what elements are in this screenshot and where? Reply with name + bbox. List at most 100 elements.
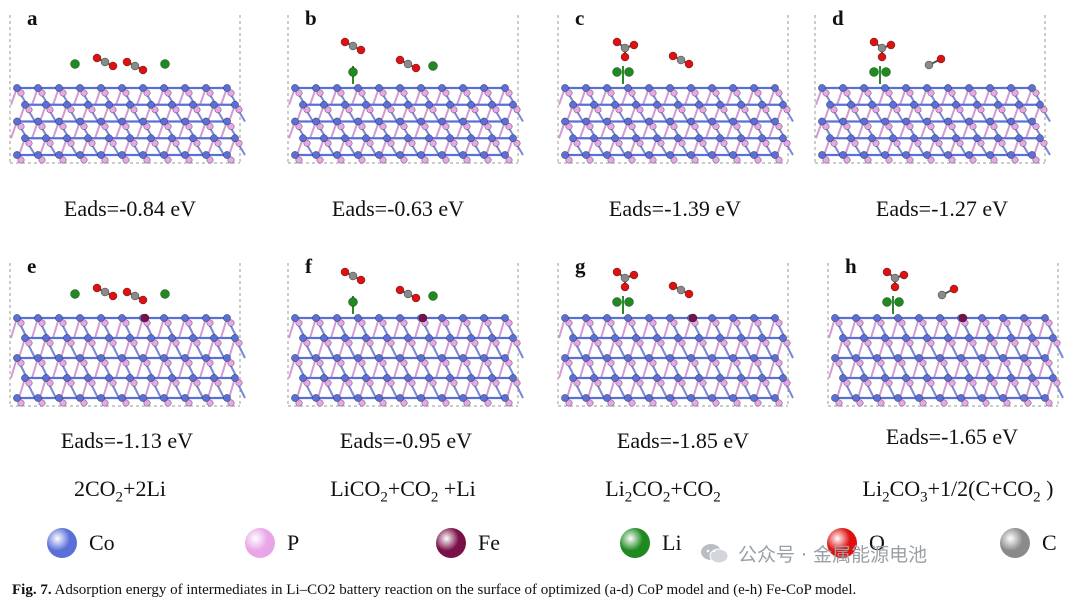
p-atom <box>484 359 492 367</box>
p-atom <box>17 399 25 407</box>
co-atom <box>396 151 404 159</box>
p-atom <box>872 139 880 147</box>
p-atom <box>1003 399 1011 407</box>
co-atom <box>417 117 425 126</box>
co-atom <box>1049 334 1057 342</box>
co-atom <box>674 100 682 109</box>
co-atom <box>459 354 467 362</box>
co-atom <box>118 314 126 322</box>
co-atom <box>126 100 134 109</box>
co-atom <box>1049 374 1057 382</box>
p-atom <box>164 89 172 97</box>
p-atom <box>856 359 864 367</box>
p-atom <box>366 139 374 147</box>
co-atom <box>582 84 590 92</box>
reaction-e: 2CO2+2Li <box>73 476 167 506</box>
co-atom <box>894 394 902 402</box>
eads-d: Eads=-1.27 eV <box>875 196 1009 221</box>
o-atom <box>668 281 678 291</box>
co-atom <box>509 100 517 109</box>
p-atom <box>172 379 180 387</box>
co-atom <box>126 334 134 342</box>
p-atom <box>885 89 893 97</box>
p-atom <box>400 359 408 367</box>
p-atom <box>101 359 109 367</box>
p-atom <box>38 156 46 164</box>
co-atom <box>202 151 210 159</box>
p-atom <box>505 123 513 130</box>
co-atom <box>118 394 126 402</box>
o-atom <box>395 55 405 65</box>
co-atom <box>779 134 787 143</box>
p-atom <box>586 89 594 97</box>
p-atom <box>471 139 479 147</box>
co-atom <box>480 117 488 126</box>
p-atom <box>586 359 594 367</box>
p-atom <box>235 379 243 387</box>
c-atom-icon <box>1000 528 1030 558</box>
co-atom <box>160 84 168 92</box>
co-atom <box>446 334 454 342</box>
co-atom <box>771 394 779 402</box>
p-atom <box>206 123 214 130</box>
p-atom <box>720 379 728 387</box>
p-atom <box>594 339 602 347</box>
co-atom <box>34 314 42 322</box>
co-atom <box>291 117 299 126</box>
co-atom <box>944 374 952 382</box>
co-atom <box>396 394 404 402</box>
p-atom <box>914 106 922 114</box>
p-atom <box>38 399 46 407</box>
p-atom <box>1024 399 1032 407</box>
p-atom <box>421 89 429 97</box>
co-atom <box>561 151 569 159</box>
co-atom <box>63 374 71 382</box>
co-atom <box>13 117 21 126</box>
p-atom <box>565 156 573 164</box>
co-atom <box>839 151 847 159</box>
p-atom <box>59 89 67 97</box>
p-atom <box>193 106 201 114</box>
panel-a: a <box>5 6 250 170</box>
caption-figure-number: Fig. 7. <box>12 582 52 598</box>
co-atom <box>771 151 779 159</box>
p-atom <box>513 139 521 147</box>
co-atom <box>653 134 661 143</box>
p-atom <box>1011 123 1019 130</box>
o-atom <box>936 54 946 64</box>
p-atom <box>46 139 54 147</box>
co-atom <box>645 117 653 126</box>
p-atom <box>442 359 450 367</box>
p-atom <box>573 139 581 147</box>
p-atom <box>484 123 492 130</box>
p-atom <box>337 156 345 164</box>
co-atom <box>624 151 632 159</box>
p-atom <box>822 89 830 97</box>
co-atom <box>695 100 703 109</box>
p-atom <box>214 339 222 347</box>
p-atom <box>316 89 324 97</box>
p-atom <box>295 359 303 367</box>
p-atom <box>492 379 500 387</box>
co-atom <box>737 134 745 143</box>
co-atom <box>55 84 63 92</box>
p-atom <box>143 359 151 367</box>
p-atom <box>1053 339 1061 347</box>
p-atom <box>471 106 479 114</box>
co-atom <box>362 100 370 109</box>
co-atom <box>118 354 126 362</box>
p-atom <box>387 339 395 347</box>
figure-caption: Fig. 7. Adsorption energy of intermediat… <box>12 582 856 599</box>
co-atom <box>13 394 21 402</box>
p-atom <box>513 106 521 114</box>
co-atom <box>645 354 653 362</box>
p-atom <box>80 156 88 164</box>
co-atom <box>312 314 320 322</box>
co-atom <box>459 84 467 92</box>
co-atom <box>202 84 210 92</box>
p-atom <box>25 106 33 114</box>
p-atom <box>712 319 720 327</box>
co-atom <box>189 374 197 382</box>
p-atom <box>408 139 416 147</box>
co-atom <box>417 84 425 92</box>
